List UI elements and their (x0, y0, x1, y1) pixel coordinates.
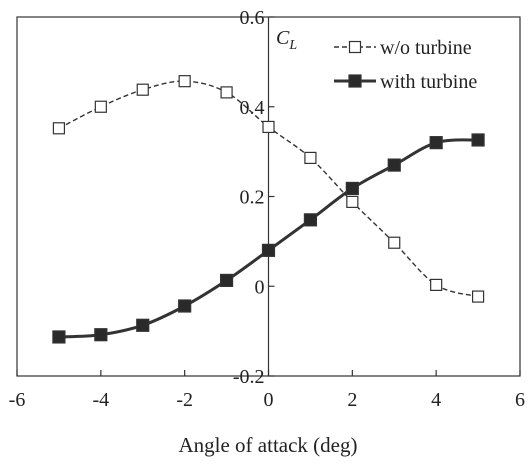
y-tick-label: -0.2 (233, 366, 265, 388)
data-point (388, 236, 401, 249)
data-point (136, 83, 149, 96)
data-point (178, 75, 191, 88)
series-with-turbine (52, 133, 485, 344)
series-without-turbine (52, 75, 485, 303)
series-layer (52, 75, 485, 344)
x-tick-label: -6 (9, 389, 26, 411)
y-axis-label-main: C (276, 27, 290, 49)
y-axis-label: CL (276, 27, 297, 53)
legend: w/o turbine with turbine (334, 37, 477, 93)
data-point (178, 299, 192, 313)
legend-marker (348, 74, 362, 88)
data-point (430, 278, 443, 292)
data-point (52, 122, 66, 135)
data-point (471, 133, 485, 147)
x-tick-label: -4 (92, 389, 109, 411)
data-point (136, 318, 150, 332)
x-tick-label: 6 (515, 389, 525, 411)
data-point (219, 273, 234, 288)
data-point (471, 290, 485, 303)
x-axis-label: Angle of attack (deg) (178, 433, 357, 457)
data-point (304, 151, 317, 165)
legend-label: w/o turbine (380, 37, 472, 59)
data-point (429, 136, 443, 150)
legend-marker (348, 40, 362, 54)
data-point (303, 213, 318, 227)
data-point (262, 120, 275, 134)
y-tick-label: 0.2 (240, 187, 265, 209)
y-tick-label: 0.6 (240, 7, 265, 29)
data-point (345, 181, 359, 196)
x-tick-label: -2 (176, 389, 193, 411)
data-point (387, 158, 401, 172)
y-tick-label: 0.4 (240, 97, 265, 119)
data-point (220, 86, 233, 99)
legend-item: with turbine (334, 71, 477, 93)
y-axis: -0.2 0 0.2 0.4 0.6 (233, 7, 275, 388)
x-tick-label: 4 (431, 389, 441, 411)
data-point (94, 328, 108, 342)
x-tick-label: 0 (264, 389, 274, 411)
data-point (52, 330, 66, 344)
data-point (346, 195, 359, 208)
data-point (261, 243, 276, 257)
y-axis-label-sub: L (288, 38, 297, 53)
data-point (94, 100, 107, 113)
x-axis-ticks: -6 -4 -2 0 2 4 6 (9, 370, 525, 411)
legend-item: w/o turbine (334, 37, 472, 59)
y-tick-label: 0 (255, 276, 265, 298)
legend-label: with turbine (380, 71, 477, 93)
x-tick-label: 2 (347, 389, 357, 411)
